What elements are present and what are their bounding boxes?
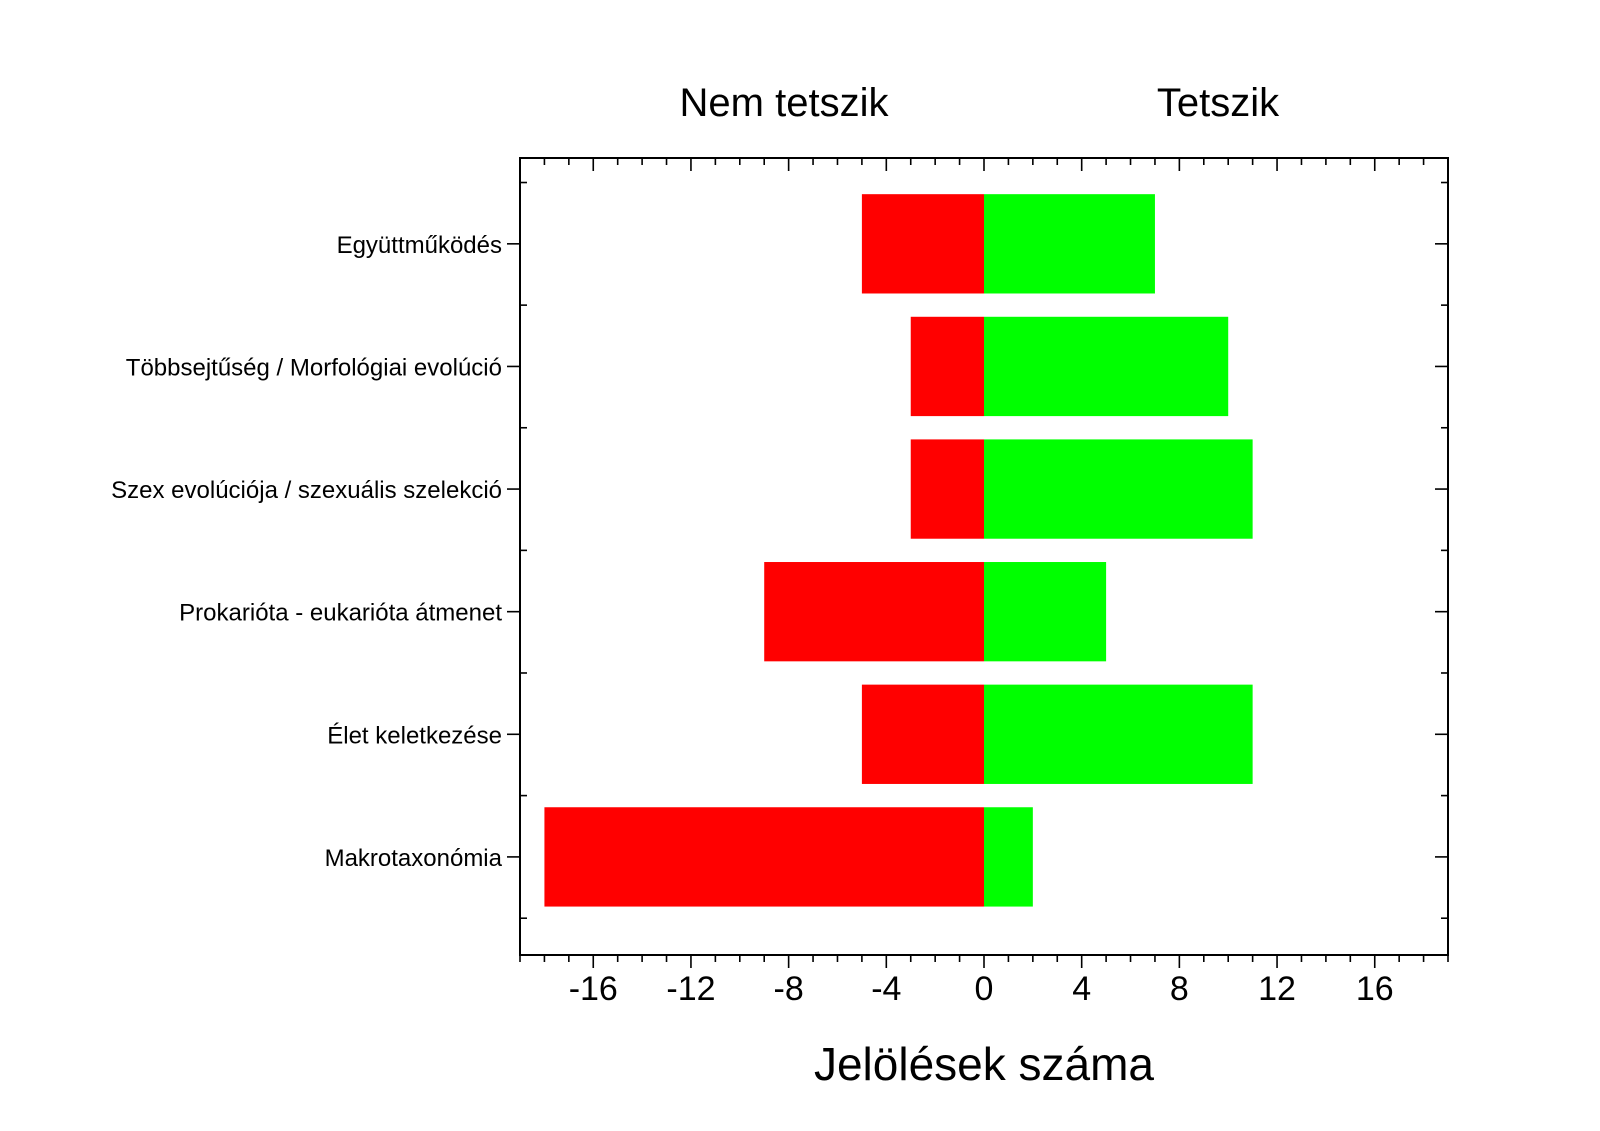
x-tick-label-0: -16 xyxy=(569,970,618,1008)
bar-like-0 xyxy=(984,194,1155,294)
category-label-0: Együttműködés xyxy=(337,232,502,259)
x-tick-label-5: 4 xyxy=(1072,970,1091,1008)
labels-group: Együttműködés Többsejtűség / Morfológiai … xyxy=(111,232,1393,1008)
bar-dislike-3 xyxy=(764,562,984,662)
category-label-4: Élet keletkezése xyxy=(327,722,502,749)
x-tick-label-7: 12 xyxy=(1258,970,1296,1008)
bar-dislike-0 xyxy=(861,194,984,294)
header-right-label: Tetszik xyxy=(1157,81,1280,125)
category-label-5: Makrotaxonómia xyxy=(325,845,503,872)
x-tick-label-8: 16 xyxy=(1356,970,1394,1008)
bar-like-5 xyxy=(984,807,1033,907)
ticks-group xyxy=(507,158,1449,968)
bar-dislike-4 xyxy=(861,684,984,784)
bars-group xyxy=(544,194,1253,907)
bar-dislike-2 xyxy=(910,439,984,539)
bar-dislike-1 xyxy=(910,316,984,417)
x-tick-label-1: -12 xyxy=(666,970,715,1008)
bar-like-3 xyxy=(984,562,1107,662)
category-label-1: Többsejtűség / Morfológiai evolúció xyxy=(126,354,502,381)
bar-like-4 xyxy=(984,684,1253,784)
x-tick-label-4: 0 xyxy=(975,970,994,1008)
x-axis-title: Jelölések száma xyxy=(814,1038,1154,1090)
bar-like-2 xyxy=(984,439,1253,539)
x-tick-label-6: 8 xyxy=(1170,970,1189,1008)
bar-like-1 xyxy=(984,316,1229,417)
header-left-label: Nem tetszik xyxy=(680,81,890,125)
category-label-3: Prokarióta - eukarióta átmenet xyxy=(179,600,502,627)
x-tick-label-2: -8 xyxy=(774,970,804,1008)
category-label-2: Szex evolúciója / szexuális szelekció xyxy=(111,477,502,504)
x-tick-label-3: -4 xyxy=(871,970,901,1008)
bar-dislike-5 xyxy=(544,807,984,907)
